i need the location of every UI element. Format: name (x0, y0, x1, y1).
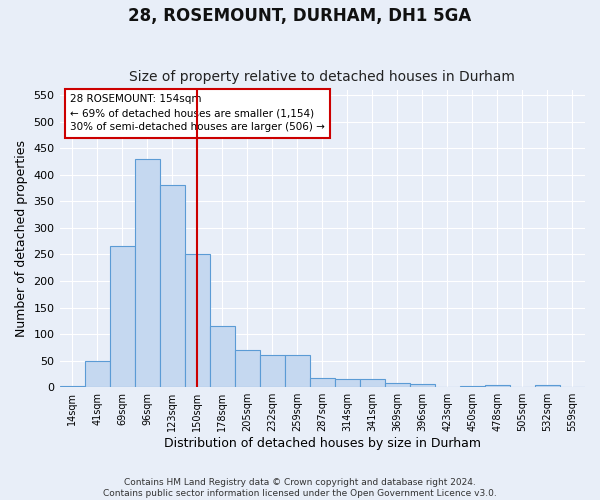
Bar (235, 350, 260, 387)
Bar (285, 356, 310, 387)
Bar (485, 384, 510, 387)
Bar (510, 386, 535, 387)
Bar (310, 378, 335, 387)
Bar (160, 186, 185, 387)
Bar (460, 386, 485, 387)
Bar (335, 379, 360, 387)
Y-axis label: Number of detached properties: Number of detached properties (15, 140, 28, 337)
Bar (110, 246, 134, 387)
Bar (360, 379, 385, 387)
Bar (59, 386, 85, 387)
Title: Size of property relative to detached houses in Durham: Size of property relative to detached ho… (130, 70, 515, 85)
Bar (85, 360, 110, 387)
Bar (260, 356, 285, 387)
Bar (435, 386, 460, 387)
Text: Contains HM Land Registry data © Crown copyright and database right 2024.
Contai: Contains HM Land Registry data © Crown c… (103, 478, 497, 498)
X-axis label: Distribution of detached houses by size in Durham: Distribution of detached houses by size … (164, 437, 481, 450)
Text: 28 ROSEMOUNT: 154sqm
← 69% of detached houses are smaller (1,154)
30% of semi-de: 28 ROSEMOUNT: 154sqm ← 69% of detached h… (70, 94, 325, 132)
Bar (535, 384, 560, 387)
Text: 28, ROSEMOUNT, DURHAM, DH1 5GA: 28, ROSEMOUNT, DURHAM, DH1 5GA (128, 8, 472, 26)
Bar (385, 383, 410, 387)
Bar (185, 254, 209, 387)
Bar (209, 326, 235, 387)
Bar (134, 159, 160, 387)
Bar (410, 384, 435, 387)
